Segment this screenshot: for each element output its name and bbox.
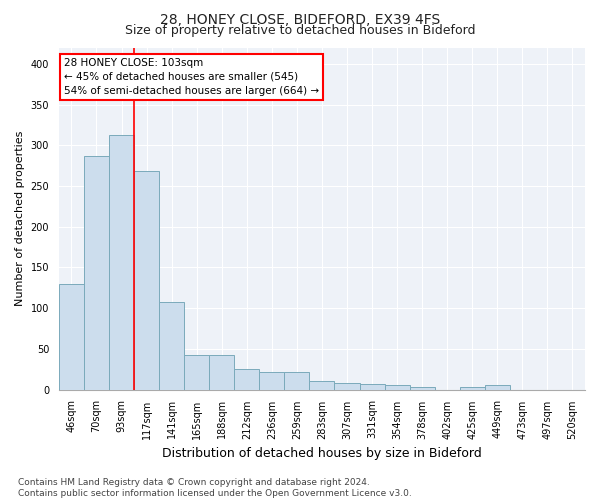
Bar	[134, 172, 159, 390]
Bar	[159, 302, 184, 390]
Bar	[234, 369, 259, 390]
Bar	[59, 284, 84, 390]
Text: 28 HONEY CLOSE: 103sqm
← 45% of detached houses are smaller (545)
54% of semi-de: 28 HONEY CLOSE: 103sqm ← 45% of detached…	[64, 58, 319, 96]
Bar	[259, 372, 284, 390]
Bar	[284, 372, 310, 390]
Bar	[460, 387, 485, 390]
Bar	[334, 383, 359, 390]
Bar	[385, 384, 410, 390]
Bar	[109, 134, 134, 390]
Bar	[410, 387, 434, 390]
Text: 28, HONEY CLOSE, BIDEFORD, EX39 4FS: 28, HONEY CLOSE, BIDEFORD, EX39 4FS	[160, 12, 440, 26]
Text: Size of property relative to detached houses in Bideford: Size of property relative to detached ho…	[125, 24, 475, 37]
Bar	[209, 356, 234, 390]
Y-axis label: Number of detached properties: Number of detached properties	[15, 131, 25, 306]
Bar	[359, 384, 385, 390]
Bar	[84, 156, 109, 390]
X-axis label: Distribution of detached houses by size in Bideford: Distribution of detached houses by size …	[162, 447, 482, 460]
Bar	[184, 356, 209, 390]
Text: Contains HM Land Registry data © Crown copyright and database right 2024.
Contai: Contains HM Land Registry data © Crown c…	[18, 478, 412, 498]
Bar	[485, 386, 510, 390]
Bar	[310, 382, 334, 390]
